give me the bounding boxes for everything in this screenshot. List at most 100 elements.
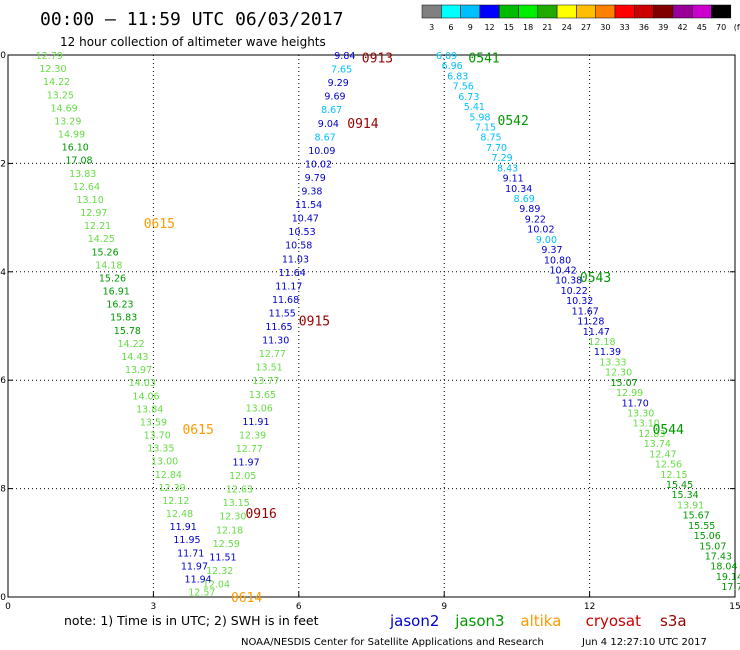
pass-time-label: 0542 xyxy=(498,114,529,129)
wave-height-point: 12.64 xyxy=(73,182,100,193)
color-swatch xyxy=(519,5,538,18)
color-swatch xyxy=(615,5,634,18)
pass-time-label: 0541 xyxy=(468,52,499,67)
color-scale-label: 45 xyxy=(697,23,707,32)
color-scale-label: 42 xyxy=(677,23,687,32)
wave-height-point: 11.03 xyxy=(282,254,309,265)
wave-height-point: 11.91 xyxy=(242,417,269,428)
wave-height-point: 9.69 xyxy=(324,92,345,103)
wave-height-point: 11.17 xyxy=(275,281,302,292)
page-title: 00:00 – 11:59 UTC 06/03/2017 xyxy=(40,9,343,30)
wave-height-point: 7.65 xyxy=(331,65,352,76)
color-scale-label: 36 xyxy=(639,23,649,32)
y-tick-label: -30 xyxy=(0,51,6,61)
altimeter-chart: 00:00 – 11:59 UTC 06/03/2017 12 hour col… xyxy=(0,0,740,650)
wave-height-point: 15.26 xyxy=(99,273,126,284)
wave-height-point: 14.69 xyxy=(50,103,77,114)
color-swatch xyxy=(634,5,653,18)
wave-height-point: 12.32 xyxy=(206,566,233,577)
color-swatch xyxy=(712,5,731,18)
wave-height-point: 9.84 xyxy=(334,51,355,62)
pass-time-label: 0914 xyxy=(347,117,378,132)
wave-height-point: 12.39 xyxy=(158,483,185,494)
x-tick-label: 12 xyxy=(584,602,595,612)
wave-height-point: 11.91 xyxy=(170,522,197,533)
pass-time-label: 0544 xyxy=(653,423,684,438)
wave-height-point: 13.84 xyxy=(136,404,163,415)
wave-height-point: 17.08 xyxy=(65,156,92,167)
wave-height-point: 11.65 xyxy=(265,322,292,333)
wave-height-point: 11.97 xyxy=(232,458,259,469)
wave-height-point: 12.84 xyxy=(155,470,182,481)
pass-time-label: 0915 xyxy=(299,315,330,330)
wave-height-point: 11.95 xyxy=(173,535,200,546)
pass-time-label: 0615 xyxy=(182,423,213,438)
color-swatch xyxy=(557,5,576,18)
satellite-legend-item: altika xyxy=(520,612,561,630)
color-scale-label: 15 xyxy=(504,23,514,32)
wave-height-point: 14.25 xyxy=(88,234,115,245)
color-scale-label: 39 xyxy=(658,23,668,32)
pass-time-label: 0916 xyxy=(245,507,276,522)
wave-height-point: 12.12 xyxy=(162,496,189,507)
wave-height-point: 12.21 xyxy=(84,221,111,232)
wave-height-point: 12.79 xyxy=(36,51,63,62)
satellite-legend-item: jason3 xyxy=(454,612,504,630)
wave-height-point: 11.51 xyxy=(209,552,236,563)
wave-height-point: 13.00 xyxy=(151,457,178,468)
color-swatch xyxy=(654,5,673,18)
y-tick-label: -34 xyxy=(0,268,6,278)
wave-height-point: 15.26 xyxy=(91,247,118,258)
wave-height-point: 13.06 xyxy=(246,403,273,414)
wave-height-point: 8.67 xyxy=(321,105,342,116)
footer-note: note: 1) Time is in UTC; 2) SWH is in fe… xyxy=(64,613,319,628)
wave-height-point: 13.65 xyxy=(249,390,276,401)
wave-height-point: 11.97 xyxy=(181,561,208,572)
satellite-legend-item: s3a xyxy=(660,612,687,630)
wave-height-point: 13.51 xyxy=(255,363,282,374)
wave-height-point: 9.38 xyxy=(301,187,322,198)
y-tick-label: -38 xyxy=(0,485,6,495)
x-tick-label: 9 xyxy=(441,602,447,612)
satellite-legend: jason2 jason3 altika cryosat s3a xyxy=(389,612,687,630)
wave-height-point: 12.97 xyxy=(80,208,107,219)
y-tick-label: -36 xyxy=(0,376,6,386)
wave-height-point: 11.30 xyxy=(262,336,289,347)
wave-height-point: 16.91 xyxy=(103,287,130,298)
wave-height-point: 13.25 xyxy=(47,90,74,101)
wave-height-point: 15.78 xyxy=(114,326,141,337)
color-swatch xyxy=(538,5,557,18)
wave-height-point: 13.35 xyxy=(147,444,174,455)
color-scale-unit: (ft) xyxy=(734,23,740,32)
wave-height-point: 12.39 xyxy=(239,430,266,441)
wave-height-point: 11.68 xyxy=(272,295,299,306)
page-subtitle: 12 hour collection of altimeter wave hei… xyxy=(60,35,326,49)
color-swatch xyxy=(480,5,499,18)
color-swatch xyxy=(673,5,692,18)
wave-height-point: 10.58 xyxy=(285,241,312,252)
wave-height-point: 14.18 xyxy=(95,260,122,271)
color-swatch xyxy=(576,5,595,18)
pass-time-label: 0615 xyxy=(144,217,175,232)
wave-height-point: 11.54 xyxy=(295,200,322,211)
wave-height-point: 13.59 xyxy=(140,417,167,428)
wave-height-point: 10.02 xyxy=(305,159,332,170)
wave-height-point: 9.29 xyxy=(328,78,349,89)
y-tick-label: -32 xyxy=(0,159,6,169)
wave-height-point: 11.71 xyxy=(177,548,204,559)
wave-height-point: 9.04 xyxy=(318,119,339,130)
wave-height-point: 12.18 xyxy=(216,525,243,536)
color-scale-label: 21 xyxy=(542,23,552,32)
wave-height-point: 12.30 xyxy=(219,512,246,523)
wave-height-point: 11.64 xyxy=(279,268,306,279)
wave-height-point: 13.97 xyxy=(125,365,152,376)
wave-height-point: 12.77 xyxy=(259,349,286,360)
wave-height-point: 14.22 xyxy=(43,77,70,88)
wave-height-point: 17.70 xyxy=(721,582,740,593)
wave-height-point: 10.09 xyxy=(308,146,335,157)
wave-height-point: 10.47 xyxy=(292,214,319,225)
color-scale-label: 24 xyxy=(562,23,572,32)
x-tick-label: 15 xyxy=(729,602,740,612)
color-scale-label: 6 xyxy=(448,23,453,32)
wave-height-point: 12.77 xyxy=(236,444,263,455)
